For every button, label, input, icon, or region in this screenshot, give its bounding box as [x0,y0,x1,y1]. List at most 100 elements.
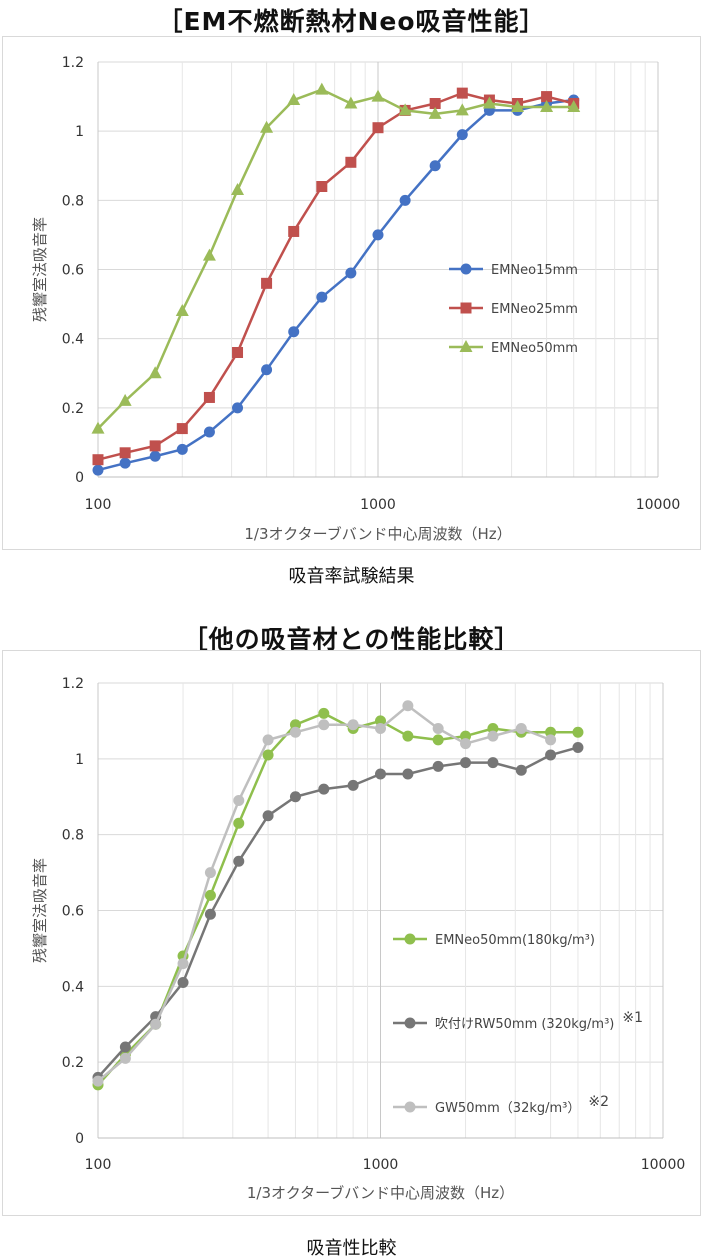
data-point [232,402,244,414]
x-tick-label: 1000 [360,497,396,513]
x-axis-title: 1/3オクターブバンド中心周波数（Hz） [247,1184,514,1202]
data-point [572,726,584,738]
y-tick-label: 0 [75,470,84,486]
y-axis-title: 残響室法吸音率 [31,217,49,322]
chart2-caption: 吸音性比較 [306,1238,397,1259]
data-point [289,719,301,731]
data-point [460,757,472,769]
data-point [318,719,330,731]
data-point [429,160,441,172]
gridlines [97,61,659,478]
y-tick-label: 0.2 [62,401,84,417]
legend-marker [404,933,416,945]
legend-note: ※2 [588,1094,609,1110]
series-2: EMNeo25mm [92,87,580,466]
data-point [541,91,553,103]
data-point [233,817,245,829]
data-point [202,248,216,261]
x-tick-label: 100 [85,497,112,513]
data-point [572,741,584,753]
y-tick-label: 0.4 [62,979,84,995]
series-2: 吹付けRW50mm (320kg/m³) ※1 [92,741,643,1083]
y-tick-label: 0.8 [62,828,84,844]
gridlines [97,682,664,1139]
data-point [288,326,300,338]
legend-label: EMNeo25mm [491,302,578,317]
chart2-frame: 0 0.2 0.4 0.6 0.8 1 1.2 100 1000 10000 1/3オクターブバンド… [2,650,701,1216]
y-axis-title: 残響室法吸音率 [31,858,49,963]
y-tick-label: 0.6 [62,904,84,920]
data-point [402,730,414,742]
data-point [545,749,557,761]
data-point [318,783,330,795]
x-tick-label: 10000 [636,497,681,513]
data-point [261,277,273,289]
legend-label: 吹付けRW50mm (320kg/m³) [435,1017,614,1032]
data-point [375,723,386,734]
chart1-svg: 0 0.2 0.4 0.6 0.8 1 1.2 100 1000 10000 1/3オクターブバンド… [31,55,681,543]
data-point [515,723,527,734]
data-point [262,734,274,746]
data-point [375,715,386,727]
data-point [402,768,414,780]
x-tick-label: 1000 [363,1157,399,1173]
y-tick-label: 0.6 [62,263,84,279]
data-point [460,738,472,750]
x-tick-label: 10000 [641,1157,686,1173]
data-point [149,450,161,462]
data-point [148,366,162,379]
legend-label: EMNeo50mm [491,341,578,356]
legend-note: ※1 [622,1010,643,1026]
data-point [204,908,216,920]
legend-marker [459,340,473,352]
data-point [316,291,328,303]
data-point [260,120,274,133]
data-point [402,700,414,712]
data-point [432,734,444,746]
data-point [233,855,245,867]
data-point [545,734,557,746]
data-point [540,99,554,112]
data-point [233,795,245,807]
data-point [398,103,412,116]
legend-marker [404,1101,416,1113]
data-point [460,730,472,742]
data-point [372,229,384,241]
x-tick-label: 100 [85,1157,112,1173]
chart2-section-title: ［他の吸音材との性能比較］ [182,625,521,654]
data-point [345,267,357,279]
y-tick-label: 1 [75,124,84,140]
data-point [175,304,189,316]
data-point [372,122,384,134]
data-point [119,1041,131,1053]
data-point [432,723,444,734]
data-point [347,779,359,791]
data-point [511,99,525,112]
series-3: EMNeo50mm [91,82,581,434]
data-point [429,98,441,109]
data-point [261,364,273,376]
data-point [119,1052,131,1064]
data-point [289,726,301,738]
data-point [119,457,131,469]
series-line [97,98,574,472]
series-line [97,88,574,430]
data-point [545,726,557,738]
data-point [347,719,359,731]
data-point [456,129,468,141]
data-point [119,447,131,459]
data-point [315,82,329,95]
data-point [204,867,216,879]
legend-label: EMNeo50mm(180kg/m³) [435,933,595,948]
legend-marker [404,1017,416,1029]
data-point [515,764,527,776]
data-point [118,393,132,406]
data-point [487,723,499,734]
data-point [318,707,330,719]
data-point [456,87,468,99]
chart1-section-title: ［EM不燃断熱材Neo吸音性能］ [157,7,546,36]
data-point [345,156,357,168]
data-point [428,106,442,119]
data-point [232,347,244,358]
chart1-frame: 0 0.2 0.4 0.6 0.8 1 1.2 100 1000 10000 1/3オクターブバンド… [2,36,701,550]
